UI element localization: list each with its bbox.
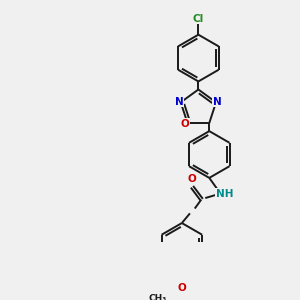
Text: N: N — [175, 97, 184, 106]
Text: N: N — [213, 97, 222, 106]
Text: CH₃: CH₃ — [148, 293, 167, 300]
Text: O: O — [178, 283, 186, 292]
Text: O: O — [181, 119, 189, 129]
Text: O: O — [188, 174, 197, 184]
Text: NH: NH — [216, 189, 233, 199]
Text: Cl: Cl — [193, 14, 204, 23]
